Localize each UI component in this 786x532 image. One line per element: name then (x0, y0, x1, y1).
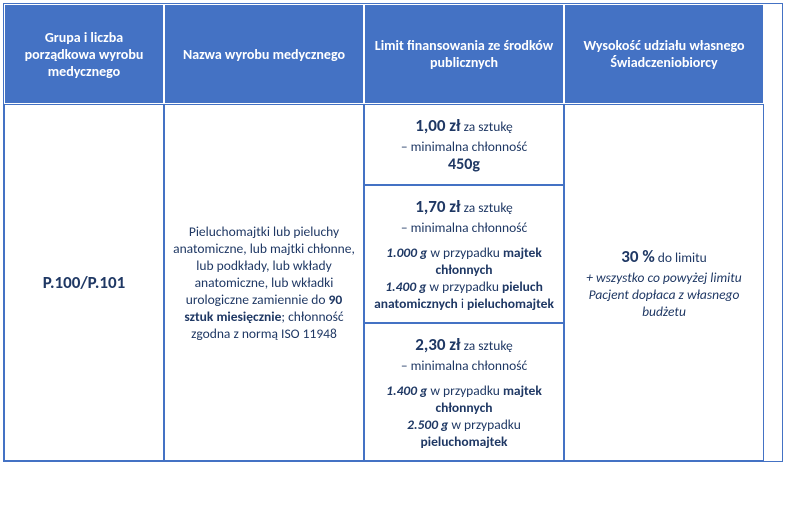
limit-tier-2: 1,70 zł za sztukę – minimalna chłonność … (364, 185, 564, 323)
limit-3-detail-2: 2.500 g w przypadku pieluchomajtek (373, 416, 555, 450)
limit-2-details: 1.000 g w przypadku majtek chłonnych 1.4… (373, 244, 555, 312)
group-code-cell: P.100/P.101 (4, 104, 164, 461)
limit-2-d1-txt: w przypadku (427, 244, 503, 261)
limit-2-price: 1,70 zł (415, 196, 460, 217)
limit-1-unit: za sztukę (461, 118, 513, 135)
limit-price-line: 1,00 zł za sztukę (415, 115, 513, 136)
limit-3-unit: za sztukę (461, 337, 513, 354)
limit-1-value: 450g (448, 155, 480, 174)
limit-3-price: 2,30 zł (415, 334, 460, 355)
limit-3-d2-txt: w przypadku (448, 416, 521, 433)
limit-price-line: 1,70 zł za sztukę (415, 196, 513, 217)
limit-tier-3: 2,30 zł za sztukę – minimalna chłonność … (364, 323, 564, 461)
header-limit: Limit finansowania ze środków publicznyc… (364, 4, 564, 104)
header-product: Nazwa wyrobu medycznego (164, 4, 364, 104)
limit-2-d2-val: 1.400 g (385, 278, 426, 295)
limit-2-unit: za sztukę (461, 199, 513, 216)
patient-share-pct: 30 % (621, 246, 654, 267)
group-code: P.100/P.101 (43, 272, 125, 293)
limit-3-details: 1.400 g w przypadku majtek chłonnych 2.5… (373, 382, 555, 450)
limit-3-sublabel: – minimalna chłonność (401, 357, 527, 374)
patient-share-suffix: do limitu (655, 249, 707, 266)
pricing-table: Grupa i liczba porządkowa wyrobu medyczn… (3, 3, 783, 462)
patient-share-note: + wszystko co powyżej limitu Pacjent dop… (573, 269, 755, 320)
limit-3-d2-val: 2.500 g (407, 416, 448, 433)
product-name-cell: Pieluchomajtki lub pieluchy anatomiczne,… (164, 104, 364, 461)
limit-cell: 1,00 zł za sztukę – minimalna chłonność … (364, 104, 564, 461)
limit-2-d2-bold2: pieluchomajtek (467, 295, 554, 312)
limit-3-d2-bold: pieluchomajtek (421, 433, 508, 450)
limit-1-price: 1,00 zł (415, 115, 460, 136)
header-share: Wysokość udziału własnego Świadczeniobio… (564, 4, 764, 104)
limit-2-d2-txt: w przypadku (426, 278, 502, 295)
limit-3-detail-1: 1.400 g w przypadku majtek chłonnych (373, 382, 555, 416)
limit-2-d2-tail: i (458, 295, 467, 312)
limit-3-d1-val: 1.400 g (386, 382, 427, 399)
header-group: Grupa i liczba porządkowa wyrobu medyczn… (4, 4, 164, 104)
limit-2-detail-1: 1.000 g w przypadku majtek chłonnych (373, 244, 555, 278)
patient-share-line: 30 % do limitu (621, 246, 706, 267)
limit-2-sublabel: – minimalna chłonność (401, 219, 527, 236)
limit-3-d1-txt: w przypadku (427, 382, 503, 399)
product-name-text: Pieluchomajtki lub pieluchy anatomiczne,… (173, 223, 355, 342)
limit-1-sublabel: – minimalna chłonność (401, 138, 527, 155)
limit-tier-1: 1,00 zł za sztukę – minimalna chłonność … (364, 104, 564, 185)
patient-share-cell: 30 % do limitu + wszystko co powyżej lim… (564, 104, 764, 461)
limit-price-line: 2,30 zł za sztukę (415, 334, 513, 355)
limit-2-detail-2: 1.400 g w przypadku pieluch anatomicznyc… (373, 278, 555, 312)
limit-2-d1-val: 1.000 g (386, 244, 427, 261)
